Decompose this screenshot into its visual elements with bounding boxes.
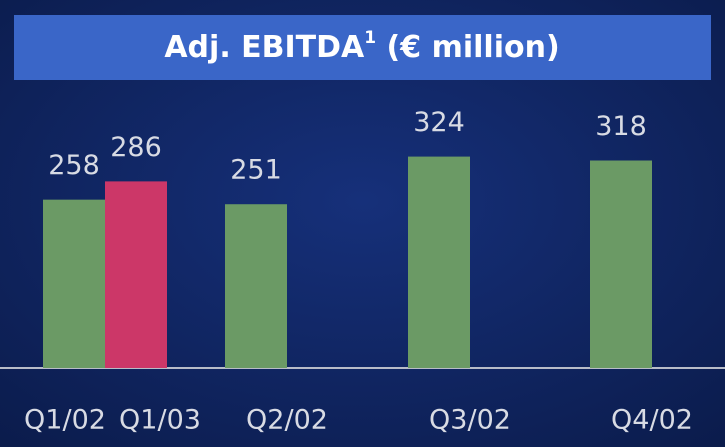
title-bar bbox=[14, 15, 711, 80]
bar bbox=[105, 181, 167, 368]
data-label: 258 bbox=[48, 150, 100, 181]
data-label: 251 bbox=[230, 155, 282, 186]
data-label: 324 bbox=[413, 107, 465, 138]
bar bbox=[43, 199, 105, 368]
chart-title: Adj. EBITDA1 (€ million) bbox=[164, 28, 559, 65]
data-label: 286 bbox=[110, 132, 162, 163]
data-label: 318 bbox=[595, 111, 647, 142]
x-tick-label: Q4/02 bbox=[611, 405, 693, 436]
bar bbox=[408, 156, 470, 368]
x-tick-label: Q3/02 bbox=[429, 405, 511, 436]
title-text: Adj. EBITDA bbox=[164, 30, 365, 65]
x-tick-label: Q2/02 bbox=[246, 405, 328, 436]
x-tick-label: Q1/03 bbox=[119, 405, 201, 436]
title-unit: (€ million) bbox=[376, 30, 560, 65]
x-tick-label: Q1/02 bbox=[24, 405, 106, 436]
bar bbox=[225, 204, 287, 368]
bar bbox=[590, 160, 652, 368]
title-footnote: 1 bbox=[364, 28, 376, 48]
